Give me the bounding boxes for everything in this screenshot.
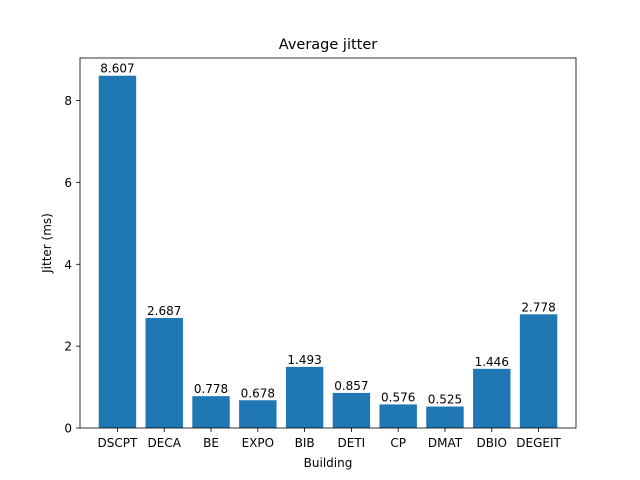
y-tick-label-6: 6 <box>64 176 72 190</box>
bar-degeit <box>519 314 558 428</box>
data-label-dscpt: 8.607 <box>100 62 134 76</box>
data-labels-group: 8.607 2.687 0.778 0.678 1.493 0.857 0.576 0.525… <box>100 62 555 407</box>
data-label-deti: 0.857 <box>334 379 368 393</box>
data-label-be: 0.778 <box>194 382 228 396</box>
bar-dbio <box>473 368 511 428</box>
bar-dscpt <box>98 75 137 428</box>
data-label-dbio: 1.446 <box>475 355 509 369</box>
bar-be <box>192 396 230 428</box>
y-tick-label-8: 8 <box>64 94 72 108</box>
bar-bib <box>285 366 324 428</box>
x-tick-label-dscpt: DSCPT <box>98 436 138 450</box>
x-tick-label-deti: DETI <box>338 436 366 450</box>
chart-title: Average jitter <box>279 37 378 53</box>
x-tick-label-bib: BIB <box>295 436 315 450</box>
x-tick-label-dmat: DMAT <box>428 436 463 450</box>
x-tick-label-expo: EXPO <box>242 436 274 450</box>
plot-frame <box>79 57 577 429</box>
x-tick-label-be: BE <box>203 436 219 450</box>
data-label-expo: 0.678 <box>241 386 275 400</box>
bar-expo <box>239 400 277 428</box>
y-tick-label-2: 2 <box>64 340 72 354</box>
x-tick-label-cp: CP <box>390 436 406 450</box>
bar-deca <box>145 318 183 428</box>
bar-cp <box>379 404 417 428</box>
y-axis-ticks: 0 2 4 6 8 <box>64 94 80 436</box>
x-tick-label-degeit: DEGEIT <box>516 436 561 450</box>
data-label-degeit: 2.778 <box>521 300 555 314</box>
bar-dmat <box>426 406 464 428</box>
data-label-cp: 0.576 <box>381 390 415 404</box>
bars-group <box>98 75 558 428</box>
data-label-deca: 2.687 <box>147 304 181 318</box>
bar-deti <box>332 392 371 428</box>
y-axis-label: Jitter (ms) <box>40 213 54 274</box>
data-label-bib: 1.493 <box>287 353 321 367</box>
x-tick-label-dbio: DBIO <box>477 436 507 450</box>
y-tick-label-0: 0 <box>64 422 72 436</box>
x-tick-label-deca: DECA <box>148 436 182 450</box>
x-axis-label: Building <box>304 456 353 470</box>
data-label-dmat: 0.525 <box>428 393 462 407</box>
x-axis-ticks: DSCPT DECA BE EXPO BIB DETI CP DMAT DBIO DEGEIT <box>98 428 562 450</box>
y-tick-label-4: 4 <box>64 258 72 272</box>
